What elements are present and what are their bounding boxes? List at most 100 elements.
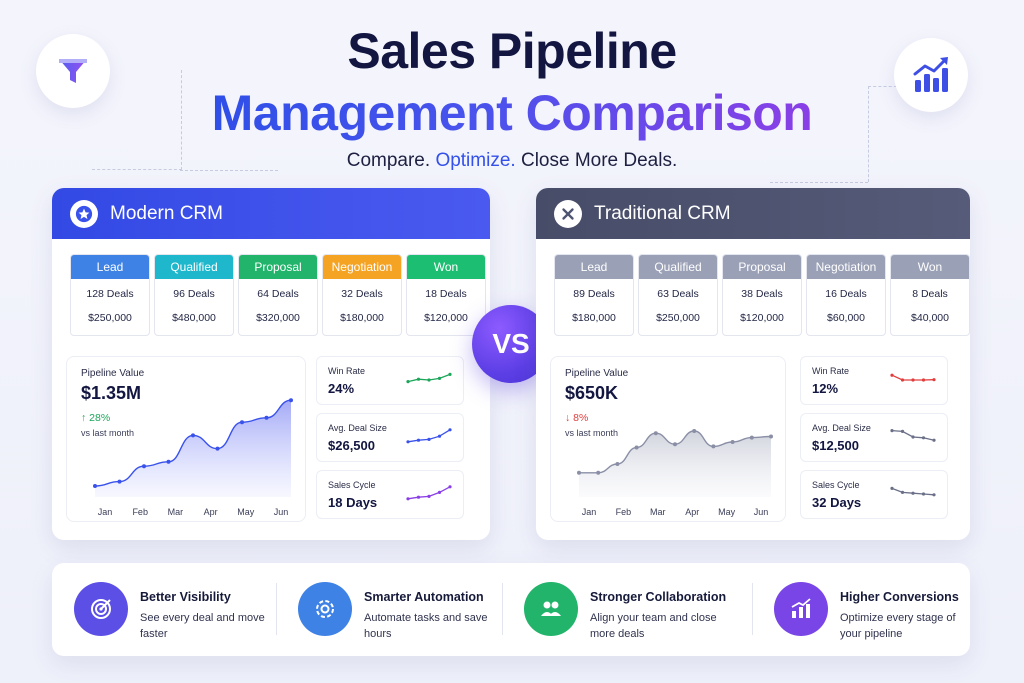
team-icon xyxy=(541,601,561,616)
month-tick-label: Jun xyxy=(274,507,289,517)
pipeline-point xyxy=(93,484,97,488)
pipeline-point xyxy=(117,479,122,484)
tagline-compare: Compare. xyxy=(346,150,431,171)
benefit-title: Smarter Automation xyxy=(364,590,484,604)
benefit-divider xyxy=(752,583,753,635)
stage-name: Lead xyxy=(71,255,149,279)
month-tick-label: Apr xyxy=(685,507,699,517)
pipeline-value: $650K xyxy=(565,383,619,403)
modern-stages: Lead 128 Deals $250,000 Qualified 96 Deals $4… xyxy=(70,254,486,336)
pipeline-point xyxy=(142,464,146,469)
stage-deals: 18 Deals xyxy=(425,288,467,300)
tagline: Compare. Optimize. Close More Deals. xyxy=(0,150,1024,172)
stage-card-qualified: Qualified 96 Deals $480,000 xyxy=(154,254,234,336)
traditional-crm-title: Traditional CRM xyxy=(594,202,731,224)
metric-value: $12,500 xyxy=(812,438,859,453)
modern-crm-title: Modern CRM xyxy=(110,202,223,224)
traditional-stages: Lead 89 Deals $180,000 Qualified 63 Deals $25… xyxy=(554,254,970,336)
stage-card-lead: Lead 89 Deals $180,000 xyxy=(554,254,634,336)
pipeline-point xyxy=(596,470,601,475)
stage-value: $250,000 xyxy=(656,312,700,324)
stage-deals: 128 Deals xyxy=(86,288,134,300)
stage-value: $60,000 xyxy=(827,312,865,324)
metric-sparkline xyxy=(406,372,452,384)
pipeline-point xyxy=(577,470,581,475)
pipeline-point xyxy=(166,459,171,464)
bar-growth-icon-badge xyxy=(774,582,828,636)
metric-value: 18 Days xyxy=(328,495,378,510)
left-connector-line xyxy=(92,70,182,170)
month-tick-label: Jan xyxy=(582,507,597,517)
metric-card-sales-cycle: Sales Cycle 18 Days xyxy=(316,470,464,519)
metric-value: 24% xyxy=(328,381,355,396)
stage-value: $180,000 xyxy=(340,312,384,324)
metric-label: Avg. Deal Size xyxy=(328,423,387,433)
stage-name: Negotiation xyxy=(807,255,885,279)
title-line-2: Management Comparison xyxy=(0,84,1024,142)
team-icon-badge xyxy=(524,582,578,636)
stage-card-won: Won 8 Deals $40,000 xyxy=(890,254,970,336)
pipeline-point xyxy=(653,431,658,436)
pipeline-area xyxy=(95,400,291,497)
stage-deals: 89 Deals xyxy=(573,288,615,300)
title-line-1: Sales Pipeline xyxy=(347,23,677,79)
pipeline-point xyxy=(191,433,195,438)
pipeline-value-label: Pipeline Value xyxy=(81,368,145,379)
benefit-title: Stronger Collaboration xyxy=(590,590,727,604)
month-tick-label: Jun xyxy=(754,507,769,517)
benefit-title: Higher Conversions xyxy=(840,590,959,604)
metric-value: 12% xyxy=(812,381,839,396)
metric-card-avg-deal-size: Avg. Deal Size $26,500 xyxy=(316,413,464,462)
benefit-description: See every deal and move faster xyxy=(140,612,265,640)
funnel-icon xyxy=(59,59,87,83)
metric-sparkline xyxy=(406,428,452,444)
bar-growth-icon xyxy=(791,598,811,618)
metric-card-avg-deal-size: Avg. Deal Size $12,500 xyxy=(800,413,948,462)
automation-gear-icon-badge xyxy=(298,582,352,636)
stage-value: $40,000 xyxy=(911,312,949,324)
benefits-bar: Better Visibility See every deal and move… xyxy=(52,563,970,656)
pipeline-value: $1.35M xyxy=(81,383,142,403)
metric-sparkline xyxy=(890,373,936,382)
stage-card-negotiation: Negotiation 16 Deals $60,000 xyxy=(806,254,886,336)
stage-value: $120,000 xyxy=(740,312,784,324)
stage-value: $120,000 xyxy=(424,312,468,324)
growth-chart-icon xyxy=(913,57,948,92)
stage-deals: 63 Deals xyxy=(657,288,699,300)
pipeline-change: ↓ 8% xyxy=(565,412,589,424)
stage-value: $180,000 xyxy=(572,312,616,324)
pipeline-change: ↑ 28% xyxy=(81,412,111,424)
pipeline-change-sub: vs last month xyxy=(81,428,135,438)
benefit-description: Align your team and close more deals xyxy=(590,612,717,640)
month-tick-label: Mar xyxy=(168,507,184,517)
close-icon xyxy=(562,207,574,220)
traditional-crm-panel: Traditional CRM Lead 89 Deals $180,000 Qual… xyxy=(536,188,970,540)
stage-card-won: Won 18 Deals $120,000 xyxy=(406,254,486,336)
month-tick-label: May xyxy=(237,507,255,517)
metric-sparkline xyxy=(406,485,452,501)
metric-sparkline xyxy=(890,429,936,442)
pipeline-change-sub: vs last month xyxy=(565,428,619,438)
metric-card-win-rate: Win Rate 24% xyxy=(316,356,464,405)
pipeline-point xyxy=(711,444,716,449)
traditional-pipeline-chart: Jan Feb Mar Apr May Jun xyxy=(577,429,773,517)
stage-name: Qualified xyxy=(155,255,233,279)
stage-deals: 8 Deals xyxy=(912,288,948,300)
stage-name: Won xyxy=(407,255,485,279)
pipeline-point xyxy=(749,435,754,440)
metric-sparkline xyxy=(890,486,936,497)
month-tick-label: Feb xyxy=(132,507,148,517)
metric-label: Sales Cycle xyxy=(812,480,860,490)
stage-deals: 38 Deals xyxy=(741,288,783,300)
benefit-description: Optimize every stage of your pipeline xyxy=(840,612,956,640)
benefit-divider xyxy=(276,583,277,635)
benefit-divider xyxy=(502,583,503,635)
stage-name: Proposal xyxy=(723,255,801,279)
stage-name: Won xyxy=(891,255,969,279)
stage-name: Negotiation xyxy=(323,255,401,279)
stage-card-qualified: Qualified 63 Deals $250,000 xyxy=(638,254,718,336)
tagline-optimize: Optimize. xyxy=(435,150,516,171)
pipeline-point xyxy=(730,440,735,444)
metric-value: $26,500 xyxy=(328,438,375,453)
month-tick-label: Mar xyxy=(650,507,666,517)
